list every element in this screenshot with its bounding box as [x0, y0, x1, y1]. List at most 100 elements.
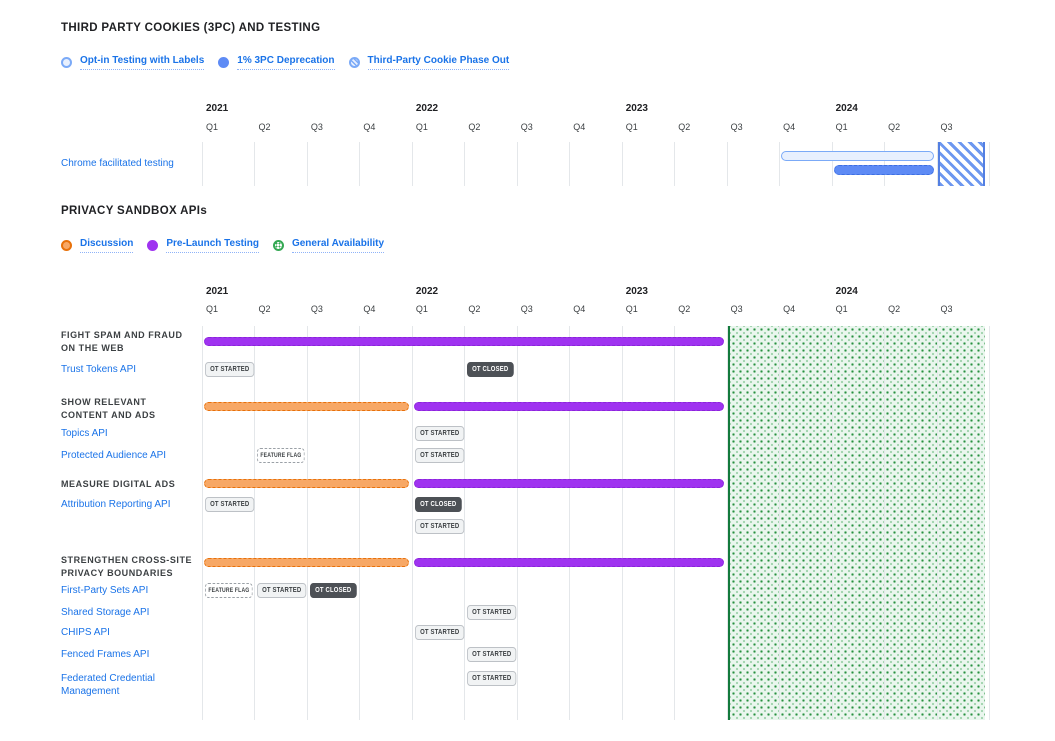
link-attribution-reporting-api[interactable]: Attribution Reporting API: [61, 498, 171, 511]
label-line: MEASURE DIGITAL ADS: [61, 479, 176, 489]
axis-quarter-label: Q2: [468, 304, 481, 314]
axis-quarter-label: Q4: [783, 304, 796, 314]
gridline: [202, 142, 203, 186]
legend-label: General Availability: [291, 238, 385, 253]
group-label: SHOW RELEVANT CONTENT AND ADS: [61, 396, 156, 422]
badge-ot-closed: OT CLOSED: [309, 583, 357, 598]
axis-quarter-label: Q4: [363, 122, 376, 132]
section-title-apis: PRIVACY SANDBOX APIs: [61, 205, 208, 217]
group-label: FIGHT SPAM AND FRAUD ON THE WEB: [61, 329, 183, 355]
link-trust-tokens-api[interactable]: Trust Tokens API: [61, 363, 136, 376]
legend-label: Third-Party Cookie Phase Out: [367, 55, 510, 70]
legend-apis: Discussion Pre-Launch Testing General Avai…: [61, 238, 385, 253]
axis-quarter-label: Q2: [888, 304, 901, 314]
ga-dot-icon: [272, 240, 284, 251]
gridline: [359, 142, 361, 186]
gridline: [884, 142, 886, 186]
gridline: [989, 326, 990, 720]
label-line: Management: [61, 686, 120, 697]
gridline: [464, 142, 466, 186]
legend-item-phaseout[interactable]: Third-Party Cookie Phase Out: [348, 55, 510, 70]
badge-ot-closed: OT CLOSED: [414, 497, 462, 512]
gridline: [674, 326, 676, 720]
link-chips-api[interactable]: CHIPS API: [61, 626, 110, 639]
badge-feature-flag: FEATURE FLAG: [205, 583, 253, 598]
disc-dot-icon: [61, 240, 72, 251]
link-topics-api[interactable]: Topics API: [61, 427, 108, 440]
phaseout-dot-icon: [348, 57, 360, 68]
region-phaseout: [937, 142, 985, 186]
axis-quarter-label: Q2: [258, 122, 271, 132]
legend-3pc: Opt-in Testing with Labels 1% 3PC Depreca…: [61, 55, 510, 70]
axis-year-label: 2022: [415, 103, 439, 114]
bar-optin: [781, 151, 934, 161]
gridline: [254, 326, 256, 720]
legend-item-ga[interactable]: General Availability: [272, 238, 385, 253]
axis-quarter-label: Q1: [206, 304, 219, 314]
badge-ot-started: OT STARTED: [414, 448, 465, 463]
axis-year-label: 2023: [625, 286, 648, 297]
legend-item-dep[interactable]: 1% 3PC Deprecation: [218, 55, 335, 70]
optin-dot-icon: [61, 57, 72, 68]
axis-year-label: 2022: [415, 286, 439, 297]
badge-ot-started: OT STARTED: [467, 671, 517, 686]
axis-quarter-label: Q1: [625, 304, 638, 314]
axis-quarter-label: Q4: [783, 122, 796, 132]
axis-quarter-label: Q2: [258, 304, 271, 314]
gridline: [411, 326, 413, 720]
badge-ot-started: OT STARTED: [414, 426, 465, 441]
link-shared-storage-api[interactable]: Shared Storage API: [61, 606, 149, 619]
label-line: SHOW RELEVANT: [61, 397, 147, 407]
gridline: [411, 142, 413, 186]
badge-ot-started: OT STARTED: [467, 647, 517, 662]
axis-quarter-label: Q4: [363, 304, 376, 314]
bar-disc: [204, 479, 409, 488]
legend-label: Discussion: [80, 238, 134, 253]
axis-quarter-label: Q3: [940, 304, 953, 314]
gridline: [936, 326, 938, 720]
link-federated-credential-management[interactable]: Federated Credential Management: [61, 672, 155, 698]
label-line: STRENGTHEN CROSS-SITE: [61, 555, 193, 565]
legend-label: Opt-in Testing with Labels: [80, 55, 205, 70]
axis-quarter-label: Q3: [730, 304, 743, 314]
label-line: Fenced Frames API: [61, 649, 150, 660]
label-line: Federated Credential: [61, 673, 155, 684]
label-line: ON THE WEB: [61, 343, 124, 353]
axis-year-label: 2023: [625, 103, 648, 114]
label-line: CONTENT AND ADS: [61, 410, 156, 420]
axis-quarter-label: Q1: [625, 122, 638, 132]
legend-item-pre[interactable]: Pre-Launch Testing: [147, 238, 259, 253]
axis-quarter-label: Q1: [206, 122, 219, 132]
link-protected-audience-api[interactable]: Protected Audience API: [61, 449, 166, 462]
label-line: Attribution Reporting API: [61, 499, 171, 510]
axis-quarter-label: Q3: [520, 122, 533, 132]
axis-quarter-label: Q2: [888, 122, 901, 132]
link-fenced-frames-api[interactable]: Fenced Frames API: [61, 648, 149, 661]
gridline: [254, 142, 256, 186]
axis-quarter-label: Q3: [940, 122, 953, 132]
gridline: [516, 142, 518, 186]
bar-pre: [413, 558, 724, 567]
gridline: [831, 142, 833, 186]
legend-item-optin[interactable]: Opt-in Testing with Labels: [61, 55, 205, 70]
gridline: [621, 142, 623, 186]
gridline: [569, 142, 571, 186]
axis-year-label: 2024: [835, 286, 858, 297]
gridline: [726, 326, 728, 720]
badge-ot-started: OT STARTED: [414, 625, 465, 640]
axis-quarter-label: Q3: [310, 304, 323, 314]
link-chrome-facilitated-testing[interactable]: Chrome facilitated testing: [61, 157, 174, 170]
group-label: STRENGTHEN CROSS-SITE PRIVACY BOUNDARIES: [61, 554, 192, 580]
link-first-party-sets-api[interactable]: First-Party Sets API: [61, 584, 148, 597]
gridline: [936, 142, 938, 186]
legend-item-disc[interactable]: Discussion: [61, 238, 134, 253]
badge-ot-started: OT STARTED: [205, 497, 255, 512]
dep-dot-icon: [218, 57, 230, 68]
axis-quarter-label: Q3: [730, 122, 743, 132]
axis-quarter-label: Q2: [678, 122, 691, 132]
gridline: [621, 326, 623, 720]
axis-quarter-label: Q2: [468, 122, 481, 132]
group-label: MEASURE DIGITAL ADS: [61, 478, 175, 491]
gridline: [989, 142, 990, 186]
